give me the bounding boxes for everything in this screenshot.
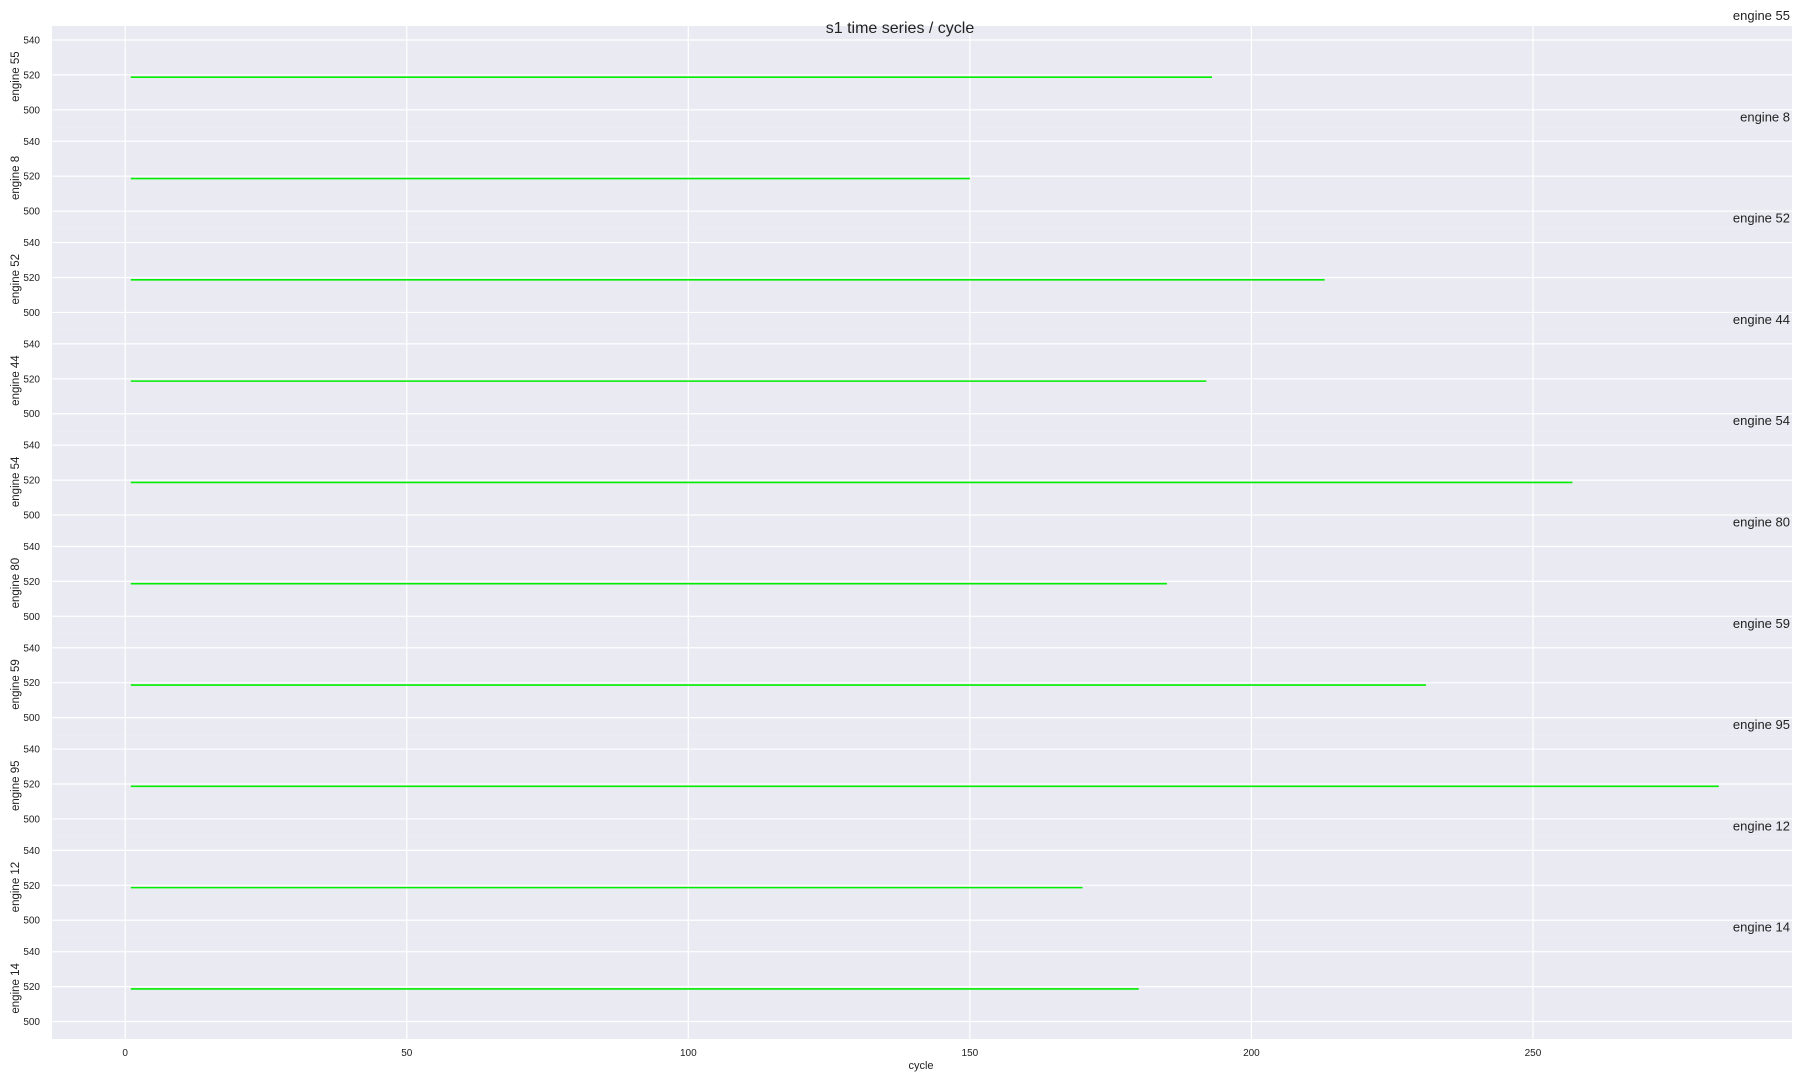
y-tick-label: 540: [23, 643, 40, 654]
panel-y-label: engine 95: [10, 760, 22, 811]
y-tick-label: 520: [23, 273, 40, 284]
panel-y-label: engine 44: [10, 355, 22, 406]
panel-y-label: engine 80: [10, 558, 22, 609]
y-tick-label: 520: [23, 374, 40, 385]
y-tick-label: 500: [23, 105, 40, 116]
y-tick-label: 520: [23, 982, 40, 993]
y-tick-label: 540: [23, 238, 40, 249]
y-tick-label: 500: [23, 1017, 40, 1028]
y-tick-label: 520: [23, 70, 40, 81]
y-tick-label: 500: [23, 207, 40, 218]
panel-y-label: engine 55: [10, 51, 22, 102]
panel-y-label: engine 8: [10, 156, 22, 200]
y-tick-label: 500: [23, 713, 40, 724]
panel-side-label: engine 52: [1733, 211, 1790, 226]
panel-side-label: engine 95: [1733, 717, 1790, 732]
y-tick-label: 520: [23, 881, 40, 892]
y-tick-label: 540: [23, 542, 40, 553]
y-tick-label: 520: [23, 678, 40, 689]
x-tick-label: 200: [1243, 1048, 1260, 1059]
panel-side-label: engine 59: [1733, 616, 1790, 631]
chart-title: s1 time series / cycle: [826, 20, 975, 37]
panel-side-label: engine 8: [1740, 109, 1790, 124]
y-tick-label: 520: [23, 476, 40, 487]
y-tick-label: 500: [23, 916, 40, 927]
y-tick-label: 500: [23, 814, 40, 825]
y-tick-label: 500: [23, 308, 40, 319]
y-tick-label: 520: [23, 172, 40, 183]
y-tick-label: 540: [23, 846, 40, 857]
y-tick-label: 520: [23, 780, 40, 791]
y-tick-label: 540: [23, 441, 40, 452]
x-tick-label: 100: [680, 1048, 697, 1059]
x-tick-label: 250: [1525, 1048, 1542, 1059]
panel-y-label: engine 52: [10, 254, 22, 305]
x-tick-label: 150: [962, 1048, 979, 1059]
panel-side-label: engine 12: [1733, 818, 1790, 833]
panel-side-label: engine 14: [1733, 920, 1790, 935]
y-tick-label: 540: [23, 339, 40, 350]
panel-y-label: engine 12: [10, 862, 22, 913]
y-tick-label: 540: [23, 35, 40, 46]
y-tick-label: 500: [23, 511, 40, 522]
y-tick-label: 540: [23, 137, 40, 148]
panel-side-label: engine 80: [1733, 515, 1790, 530]
y-tick-label: 540: [23, 745, 40, 756]
panel-side-label: engine 55: [1733, 8, 1790, 23]
x-axis-label: cycle: [908, 1060, 933, 1072]
panel-y-label: engine 59: [10, 659, 22, 710]
panel-side-label: engine 44: [1733, 312, 1790, 327]
panel-y-label: engine 54: [10, 456, 22, 507]
y-tick-label: 520: [23, 577, 40, 588]
panel-side-label: engine 54: [1733, 413, 1790, 428]
y-tick-label: 500: [23, 612, 40, 623]
x-tick-label: 0: [122, 1048, 128, 1059]
y-tick-label: 540: [23, 947, 40, 958]
x-tick-label: 50: [401, 1048, 413, 1059]
panel-y-label: engine 14: [10, 962, 22, 1013]
y-tick-label: 500: [23, 409, 40, 420]
